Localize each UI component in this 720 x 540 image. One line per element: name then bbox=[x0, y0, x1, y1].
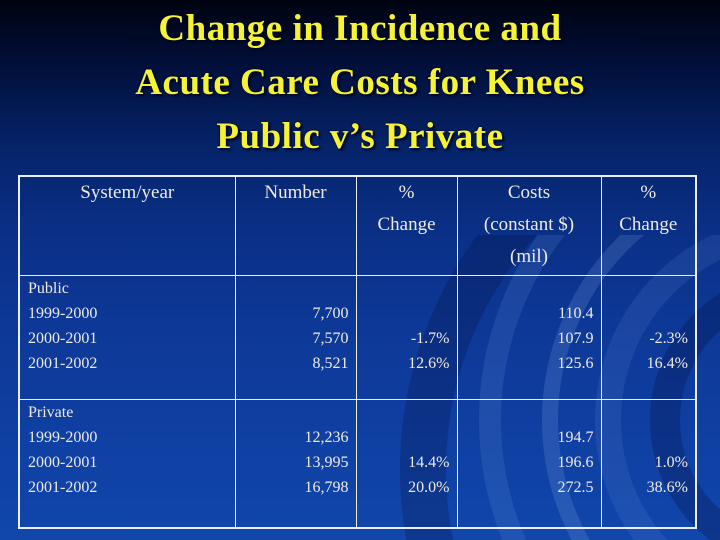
title-line-3: Public v’s Private bbox=[216, 116, 504, 157]
blank-line bbox=[602, 400, 695, 425]
table-section-private: Private 1999-2000 2000-2001 2001-2002 12… bbox=[18, 399, 697, 529]
section-label: Public bbox=[28, 280, 69, 297]
blank-line bbox=[357, 400, 456, 425]
section-label: Private bbox=[28, 404, 74, 421]
blank-line bbox=[602, 277, 695, 302]
year-value: 2000-2001 bbox=[28, 454, 98, 471]
number-pct-change-cell: -1.7% 12.6% bbox=[355, 275, 458, 400]
number-value: 16,798 bbox=[304, 479, 349, 496]
number-pct-change-cell: 14.4% 20.0% bbox=[355, 399, 458, 529]
costs-cell: 110.4 107.9 125.6 bbox=[456, 275, 602, 400]
header-text: Number bbox=[264, 182, 327, 203]
costs-value: 272.5 bbox=[557, 479, 594, 496]
header-costs: Costs (constant $) (mil) bbox=[456, 175, 602, 276]
costs-value: 125.6 bbox=[557, 355, 594, 372]
table-body: Public 1999-2000 2000-2001 2001-2002 7,7… bbox=[18, 275, 697, 529]
system-year-cell: Private 1999-2000 2000-2001 2001-2002 bbox=[18, 399, 236, 529]
year-value: 1999-2000 bbox=[28, 305, 98, 322]
number-value: 7,700 bbox=[312, 305, 349, 322]
pct-value: 12.6% bbox=[408, 355, 450, 372]
year-value: 2001-2002 bbox=[28, 479, 98, 496]
blank-line bbox=[236, 400, 355, 425]
title-line-1: Change in Incidence and bbox=[158, 8, 562, 49]
header-text: % bbox=[398, 182, 415, 203]
pct-value: 14.4% bbox=[408, 454, 450, 471]
header-text: (constant $) bbox=[483, 214, 575, 235]
table-section-public: Public 1999-2000 2000-2001 2001-2002 7,7… bbox=[18, 275, 697, 400]
blank-line bbox=[458, 277, 600, 302]
incidence-costs-table: System/year Number % Change Costs (const… bbox=[18, 175, 697, 529]
header-text: Change bbox=[377, 214, 436, 235]
table-header-row: System/year Number % Change Costs (const… bbox=[18, 175, 697, 276]
number-value: 13,995 bbox=[304, 454, 349, 471]
blank-line bbox=[458, 400, 600, 425]
header-text: Change bbox=[619, 214, 678, 235]
header-text: % bbox=[640, 182, 657, 203]
header-text: Costs bbox=[507, 182, 551, 203]
number-cell: 7,700 7,570 8,521 bbox=[234, 275, 357, 400]
costs-cell: 194.7 196.6 272.5 bbox=[456, 399, 602, 529]
title-line-2: Acute Care Costs for Knees bbox=[135, 62, 585, 103]
pct-value: 16.4% bbox=[646, 355, 688, 372]
pct-value: -1.7% bbox=[410, 330, 450, 347]
pct-value bbox=[602, 425, 695, 450]
costs-value: 110.4 bbox=[558, 305, 594, 322]
pct-value: 20.0% bbox=[408, 479, 450, 496]
costs-pct-change-cell: -2.3% 16.4% bbox=[600, 275, 697, 400]
header-costs-pct-change: % Change bbox=[600, 175, 697, 276]
system-year-cell: Public 1999-2000 2000-2001 2001-2002 bbox=[18, 275, 236, 400]
year-value: 2000-2001 bbox=[28, 330, 98, 347]
header-text: System/year bbox=[80, 182, 175, 203]
table-header: System/year Number % Change Costs (const… bbox=[18, 175, 697, 276]
number-value: 12,236 bbox=[304, 429, 349, 446]
header-number: Number bbox=[234, 175, 357, 276]
header-system-year: System/year bbox=[18, 175, 236, 276]
costs-value: 196.6 bbox=[557, 454, 594, 471]
number-value: 7,570 bbox=[312, 330, 349, 347]
header-text: (mil) bbox=[510, 246, 548, 267]
costs-pct-change-cell: 1.0% 38.6% bbox=[600, 399, 697, 529]
pct-value bbox=[357, 301, 456, 326]
costs-value: 107.9 bbox=[557, 330, 594, 347]
pct-value bbox=[357, 425, 456, 450]
year-value: 1999-2000 bbox=[28, 429, 98, 446]
year-value: 2001-2002 bbox=[28, 355, 98, 372]
pct-value: 1.0% bbox=[654, 454, 688, 471]
number-value: 8,521 bbox=[312, 355, 349, 372]
pct-value: -2.3% bbox=[649, 330, 688, 347]
costs-value: 194.7 bbox=[557, 429, 594, 446]
blank-line bbox=[236, 277, 355, 302]
pct-value bbox=[602, 301, 695, 326]
slide-title: Change in Incidence and Acute Care Costs… bbox=[0, 2, 720, 164]
number-cell: 12,236 13,995 16,798 bbox=[234, 399, 357, 529]
header-number-pct-change: % Change bbox=[355, 175, 458, 276]
pct-value: 38.6% bbox=[646, 479, 688, 496]
blank-line bbox=[357, 277, 456, 302]
